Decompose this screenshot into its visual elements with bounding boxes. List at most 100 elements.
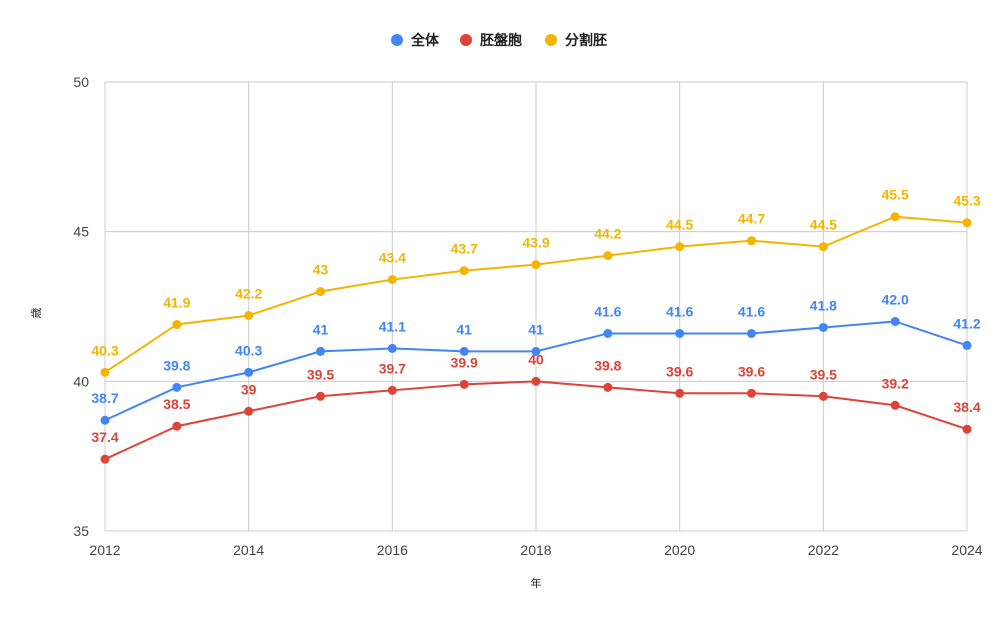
data-label: 39.5 — [810, 366, 837, 382]
data-label: 45.3 — [953, 193, 980, 209]
data-point — [818, 242, 828, 252]
data-label: 39.2 — [882, 375, 909, 391]
data-point — [387, 343, 397, 353]
y-tick-label: 50 — [73, 74, 89, 90]
y-axis-label: 歳 — [30, 308, 43, 319]
data-label: 42.0 — [882, 291, 909, 307]
data-point — [890, 400, 900, 410]
data-point — [244, 406, 254, 416]
data-point — [962, 218, 972, 228]
data-label: 41 — [456, 321, 472, 337]
grid: 2012 2014 2016 2018 2020 2022 2024 35 40 45 50 — [73, 74, 982, 558]
data-label: 44.7 — [738, 211, 765, 227]
x-tick-label: 2024 — [951, 542, 982, 558]
data-label: 40.3 — [235, 342, 262, 358]
data-label: 42.2 — [235, 285, 262, 301]
data-label: 39.8 — [163, 357, 190, 373]
data-point — [603, 251, 613, 261]
data-point — [100, 367, 110, 377]
data-label: 43.7 — [451, 241, 478, 257]
data-label: 38.5 — [163, 396, 190, 412]
data-label: 41.1 — [379, 318, 406, 334]
data-label: 41.6 — [594, 303, 621, 319]
data-point — [244, 310, 254, 320]
data-label: 43.4 — [379, 250, 406, 266]
data-point — [316, 391, 325, 401]
data-label: 41.8 — [810, 297, 837, 313]
y-tick-label: 40 — [73, 373, 89, 389]
data-point — [531, 376, 541, 386]
data-label: 40.3 — [91, 342, 118, 358]
data-point — [531, 346, 541, 356]
data-point — [459, 266, 469, 276]
legend-marker — [545, 34, 557, 46]
legend-label: 胚盤胞 — [480, 32, 522, 48]
legend-label: 分割胚 — [565, 32, 607, 48]
data-point — [387, 275, 397, 285]
data-point — [316, 287, 325, 297]
data-label: 39 — [241, 381, 257, 397]
data-label: 43.9 — [522, 235, 549, 251]
data-label: 41.2 — [953, 315, 980, 331]
data-label: 37.4 — [91, 429, 118, 445]
data-label: 38.4 — [953, 399, 980, 415]
data-label: 44.5 — [810, 217, 837, 233]
data-point — [675, 328, 685, 338]
data-label: 41.6 — [738, 303, 765, 319]
data-point — [387, 385, 397, 395]
legend-label: 全体 — [410, 32, 440, 48]
data-label: 39.8 — [594, 357, 621, 373]
data-point — [100, 415, 110, 425]
data-point — [675, 242, 685, 252]
legend: 全体 胚盤胞 分割胚 — [391, 32, 607, 48]
data-point — [747, 388, 756, 398]
data-label: 39.5 — [307, 366, 334, 382]
x-tick-label: 2018 — [520, 542, 551, 558]
data-point — [100, 454, 110, 464]
data-point — [747, 328, 756, 338]
data-point — [172, 421, 182, 431]
data-label: 40 — [528, 351, 544, 367]
data-label: 39.7 — [379, 360, 406, 376]
y-tick-label: 35 — [73, 523, 89, 539]
data-label: 38.7 — [91, 390, 118, 406]
x-axis-label: 年 — [531, 576, 542, 590]
x-tick-label: 2016 — [377, 542, 408, 558]
data-point — [675, 388, 685, 398]
data-label: 43 — [313, 262, 329, 278]
data-point — [172, 382, 182, 392]
data-point — [459, 346, 469, 356]
data-point — [890, 212, 900, 222]
data-label: 44.5 — [666, 217, 693, 233]
data-label: 41.9 — [163, 294, 190, 310]
legend-marker — [391, 34, 403, 46]
x-tick-label: 2020 — [664, 542, 695, 558]
data-point — [531, 260, 541, 270]
x-tick-label: 2014 — [233, 542, 264, 558]
data-label: 39.6 — [666, 363, 693, 379]
data-point — [244, 367, 254, 377]
data-point — [603, 382, 613, 392]
data-label: 41.6 — [666, 303, 693, 319]
x-tick-label: 2012 — [89, 542, 120, 558]
data-point — [962, 424, 972, 434]
data-point — [818, 391, 828, 401]
data-point — [603, 328, 613, 338]
data-label: 41 — [528, 321, 544, 337]
series-layer: 38.7 39.8 40.3 41 41.1 41 41 41.6 41.6 41.6 41.8 42… — [91, 187, 981, 464]
data-label: 39.6 — [738, 363, 765, 379]
data-point — [172, 319, 182, 329]
data-point — [890, 316, 900, 326]
data-point — [459, 379, 469, 389]
legend-marker — [460, 34, 472, 46]
data-point — [818, 322, 828, 332]
data-point — [747, 236, 756, 246]
data-label: 45.5 — [882, 187, 909, 203]
y-tick-label: 45 — [73, 224, 89, 240]
data-label: 41 — [313, 321, 329, 337]
data-point — [962, 340, 972, 350]
x-tick-label: 2022 — [808, 542, 839, 558]
data-point — [316, 346, 325, 356]
data-label: 44.2 — [594, 226, 621, 242]
